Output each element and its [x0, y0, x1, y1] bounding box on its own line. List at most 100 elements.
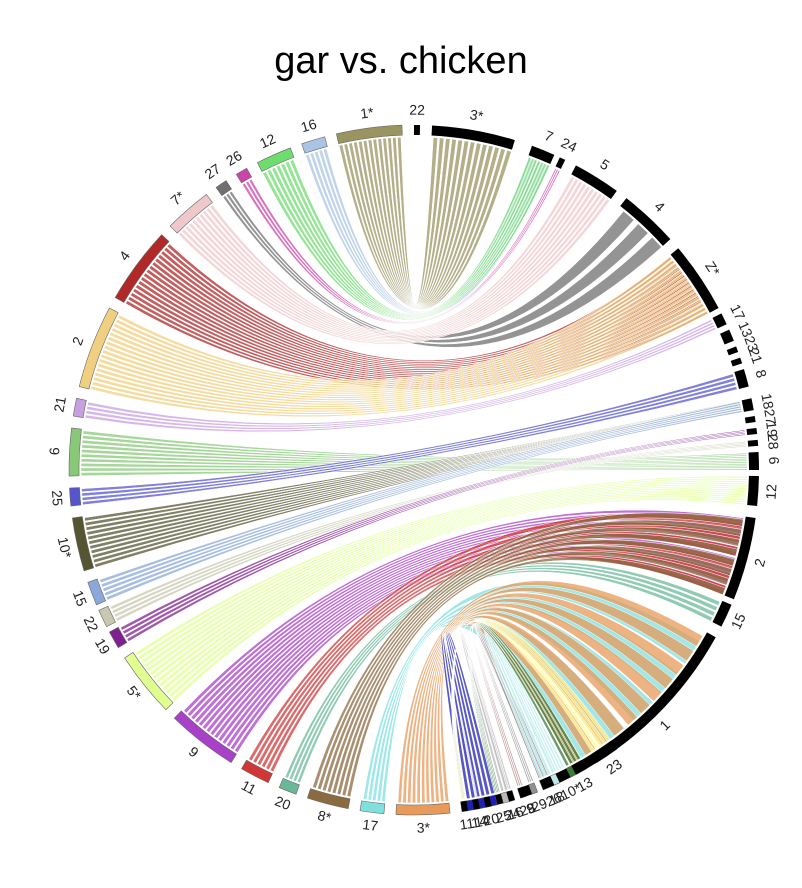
- chicken-chromosome-label: 6: [766, 456, 782, 464]
- chicken-chromosome-segment: [734, 369, 749, 389]
- synteny-ribbon: [433, 618, 611, 803]
- chicken-chromosome-segment: [720, 329, 734, 345]
- gar-chromosome-segment: [169, 194, 213, 234]
- gar-chromosome-label: 20: [273, 793, 294, 814]
- gar-chromosome-segment: [87, 578, 107, 606]
- synteny-ribbon: [452, 619, 603, 800]
- gar-chromosome-label: 21: [50, 395, 69, 413]
- synteny-ribbon: [117, 256, 673, 382]
- chicken-chromosome-label: 22: [409, 102, 425, 118]
- gar-chromosome-label: 4: [116, 248, 134, 264]
- chicken-chromosome-segment: [741, 398, 754, 412]
- synteny-ribbon: [111, 266, 680, 388]
- synteny-ribbon: [155, 489, 747, 684]
- chicken-chromosome-segment: [746, 427, 758, 435]
- synteny-ribbon: [122, 431, 746, 635]
- chicken-chromosome-segment: [539, 776, 555, 790]
- synteny-ribbon: [146, 484, 747, 672]
- chicken-chromosome-label: 21: [746, 346, 766, 366]
- chicken-chromosome-label: 28: [765, 433, 782, 450]
- synteny-ribbon: [412, 598, 674, 804]
- synteny-ribbon: [338, 144, 512, 310]
- synteny-ribbon: [84, 400, 741, 522]
- gar-chromosome-label: 6: [46, 447, 62, 456]
- synteny-ribbon: [124, 432, 746, 639]
- chicken-chromosome-segment: [726, 346, 739, 356]
- synteny-ribbon: [452, 620, 599, 800]
- synteny-ribbon: [453, 621, 595, 800]
- synteny-ribbon: [289, 157, 532, 315]
- synteny-ribbon: [242, 169, 561, 325]
- synteny-ribbon: [326, 533, 738, 793]
- gar-chromosome-segment: [278, 777, 300, 795]
- synteny-ribbon: [262, 164, 550, 321]
- gar-chromosome-label: 18: [546, 788, 567, 809]
- gar-chromosome-segment: [78, 307, 119, 390]
- chicken-chromosome-segment: [730, 357, 743, 367]
- synteny-ribbon: [105, 410, 743, 601]
- synteny-ribbon: [271, 161, 544, 319]
- synteny-ribbon: [98, 289, 697, 404]
- synteny-ribbon: [191, 187, 595, 339]
- synteny-ribbon: [392, 137, 445, 305]
- chicken-chromosome-label: 14: [470, 812, 488, 831]
- synteny-ribbon: [285, 158, 535, 316]
- synteny-ribbon: [165, 495, 747, 695]
- synteny-ribbon: [95, 296, 701, 408]
- synteny-ribbon: [275, 160, 541, 318]
- chicken-chromosome-segment: [506, 790, 515, 802]
- synteny-ribbon: [82, 430, 747, 460]
- synteny-ribbon: [367, 139, 476, 306]
- gar-chromosome-segment: [72, 397, 87, 418]
- synteny-ribbon: [82, 435, 747, 461]
- synteny-ribbon: [101, 282, 692, 399]
- gar-chromosome-label: 25: [49, 490, 66, 507]
- chicken-chromosome-segment: [460, 800, 468, 812]
- gar-chromosome-label: 15: [70, 588, 91, 608]
- synteny-ribbon: [198, 183, 587, 336]
- synteny-ribbon: [343, 143, 506, 309]
- synteny-ribbon: [362, 140, 482, 307]
- synteny-ribbon: [402, 587, 694, 804]
- synteny-ribbon: [451, 618, 607, 800]
- synteny-ribbon: [82, 386, 738, 506]
- synteny-ribbon: [149, 485, 747, 676]
- synteny-ribbon: [382, 137, 457, 305]
- chicken-chromosome-segment: [528, 145, 555, 164]
- chicken-chromosome-segment: [571, 632, 716, 775]
- synteny-ribbon: [81, 439, 748, 462]
- synteny-ribbon: [100, 403, 741, 588]
- synteny-ribbon: [397, 136, 438, 305]
- synteny-ribbon: [348, 142, 500, 308]
- synteny-ribbon: [468, 623, 574, 793]
- gar-chromosome-label: 17: [362, 816, 380, 834]
- synteny-ribbon: [181, 195, 607, 344]
- synteny-ribbon: [336, 545, 733, 796]
- synteny-ribbon: [429, 615, 625, 803]
- synteny-ribbon: [161, 493, 747, 691]
- synteny-ribbon: [353, 141, 494, 308]
- synteny-ribbon: [407, 592, 685, 804]
- synteny-ribbon: [99, 401, 741, 584]
- gar-chromosome-segment: [241, 759, 273, 784]
- chicken-chromosome-segment: [472, 798, 480, 810]
- synteny-ribbon: [178, 198, 611, 345]
- gar-chromosome-label: 22: [81, 614, 102, 635]
- synteny-ribbon: [314, 150, 542, 314]
- synteny-ribbon: [91, 307, 707, 415]
- chicken-chromosome-segment: [555, 157, 566, 169]
- synteny-ribbon: [135, 476, 748, 656]
- synteny-ribbon: [111, 442, 747, 614]
- synteny-ribbon: [86, 321, 714, 428]
- chicken-chromosome-label: 25: [494, 807, 513, 826]
- synteny-ribbon: [266, 163, 547, 320]
- synteny-ribbon: [317, 519, 742, 791]
- gar-chromosome-label: 28: [518, 799, 538, 819]
- diagram-title: gar vs. chicken: [274, 40, 528, 82]
- synteny-ribbon: [358, 140, 488, 307]
- synteny-ribbon: [109, 441, 747, 610]
- chicken-chromosome-segment: [747, 439, 759, 447]
- synteny-ribbon: [209, 535, 736, 736]
- synteny-ribbon: [103, 279, 690, 397]
- chicken-chromosome-segment: [748, 451, 759, 470]
